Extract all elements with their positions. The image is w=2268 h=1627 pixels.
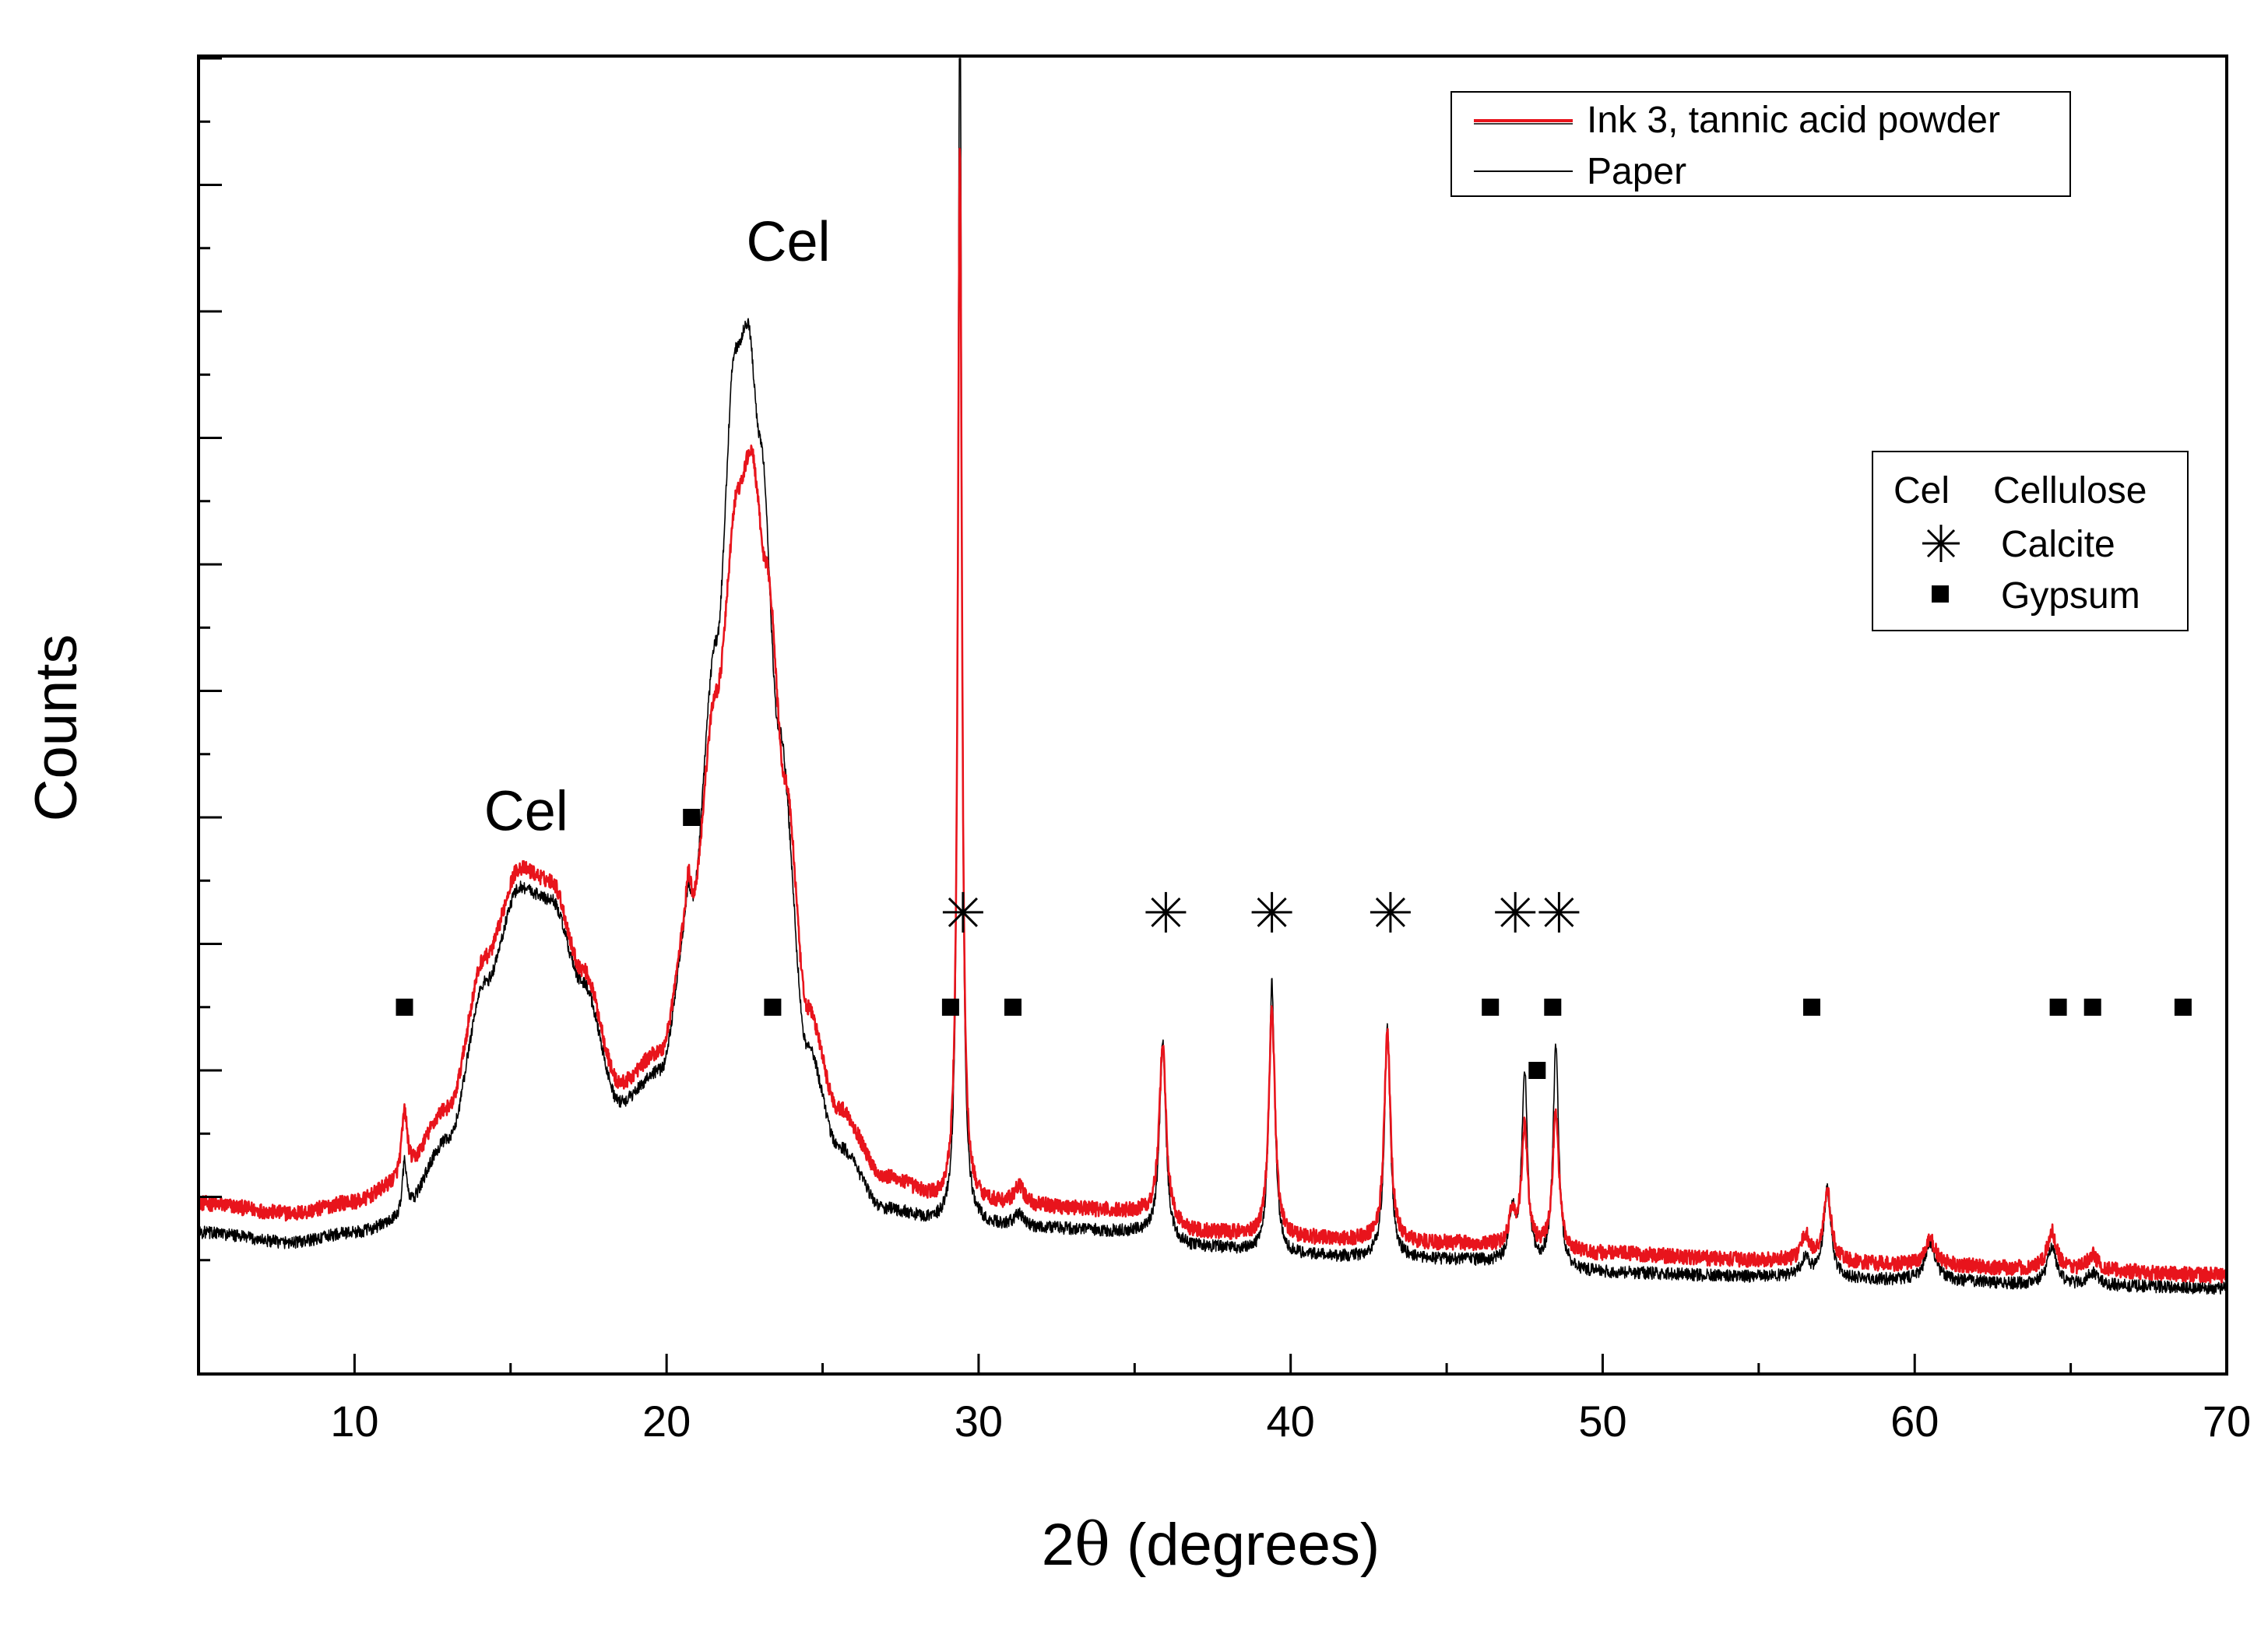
calcite-marker: [942, 891, 983, 933]
gypsum-marker: [764, 998, 782, 1016]
annotation-layer: Cel Cel: [484, 211, 831, 842]
x-axis-label-theta: θ: [1074, 1509, 1110, 1579]
gypsum-marker: [1004, 998, 1021, 1016]
series-line-ink3: [198, 147, 2228, 1284]
x-tick-label: 10: [330, 1397, 378, 1446]
series-line-paper: [198, 58, 2228, 1295]
phase-legend-calcite-label: Calcite: [2001, 524, 2115, 565]
gypsum-marker: [396, 998, 413, 1016]
gypsum-marker: [683, 809, 701, 826]
x-tick-label: 70: [2203, 1397, 2251, 1446]
phase-legend-calcite-icon: [1922, 525, 1960, 562]
gypsum-marker: [941, 998, 959, 1016]
x-axis-label-prefix: 2: [1042, 1512, 1074, 1578]
x-axis-label: 2θ (degrees): [1042, 1509, 1380, 1579]
calcite-marker: [1370, 891, 1411, 933]
calcite-marker: [1538, 891, 1580, 933]
cellulose-peak-label: Cel: [746, 211, 830, 273]
gypsum-marker: [2049, 998, 2067, 1016]
phase-legend: Cel Cellulose Calcite Gypsum: [1872, 451, 2189, 631]
phase-legend-gypsum-icon: [1932, 585, 1949, 603]
phase-legend-box: [1872, 451, 2189, 631]
x-tick-label: 60: [1890, 1397, 1939, 1446]
gypsum-marker: [1482, 998, 1500, 1016]
series-layer: [198, 58, 2228, 1295]
gypsum-marker: [1544, 998, 1562, 1016]
phase-legend-cel-symbol: Cel: [1894, 470, 1950, 511]
gypsum-marker: [2174, 998, 2192, 1016]
legend-label-paper: Paper: [1587, 151, 1686, 192]
series-legend-box: [1450, 91, 2071, 197]
gypsum-marker: [2083, 998, 2101, 1016]
plot-frame: [197, 54, 2228, 1376]
x-axis-label-suffix: (degrees): [1110, 1512, 1380, 1578]
calcite-marker: [1495, 891, 1536, 933]
x-tick-label: 30: [955, 1397, 1003, 1446]
axis-layer: 10 20 30 40 50 60 70: [197, 57, 2251, 1446]
legend-label-ink3: Ink 3, tannic acid powder: [1587, 100, 2000, 141]
y-axis-label: Counts: [23, 634, 90, 822]
x-tick-label: 40: [1267, 1397, 1315, 1446]
series-legend: Ink 3, tannic acid powder Paper: [1450, 91, 2071, 197]
x-tick-label: 50: [1578, 1397, 1626, 1446]
gypsum-marker: [1803, 998, 1820, 1016]
calcite-marker: [1251, 891, 1292, 933]
gypsum-marker: [1528, 1062, 1546, 1079]
cellulose-peak-label: Cel: [484, 780, 568, 842]
x-tick-label: 20: [642, 1397, 691, 1446]
phase-marker-layer: [396, 809, 2192, 1079]
calcite-marker: [1145, 891, 1187, 933]
phase-legend-cellulose-label: Cellulose: [1993, 470, 2147, 511]
phase-legend-gypsum-label: Gypsum: [2001, 575, 2140, 617]
